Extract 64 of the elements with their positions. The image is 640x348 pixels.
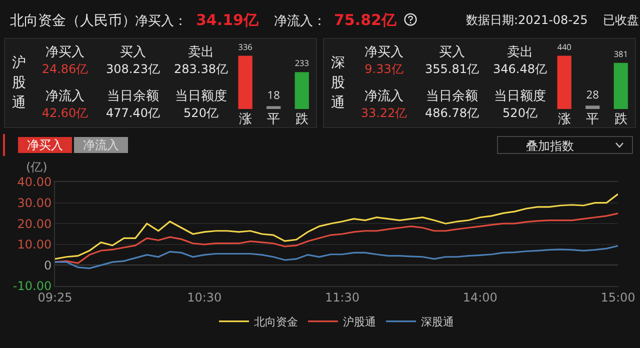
y-tick-label: 10.00 bbox=[17, 238, 52, 252]
text: 净买入 bbox=[364, 45, 404, 60]
text: 净流入 bbox=[364, 89, 404, 104]
data-label: 336 bbox=[238, 42, 253, 53]
text: 买入 bbox=[119, 44, 147, 61]
text: 477.40亿 bbox=[105, 105, 161, 122]
y-tick-label: 20.00 bbox=[17, 216, 52, 231]
legend-label: 深股通 bbox=[421, 316, 454, 329]
line-series bbox=[55, 245, 618, 270]
text: 当日额度 bbox=[494, 89, 546, 104]
data-label: 233 bbox=[294, 58, 310, 70]
text: 486.78亿 bbox=[424, 105, 480, 122]
text: 叠加指数 bbox=[526, 138, 574, 155]
legend-label: 沪股通 bbox=[343, 316, 376, 329]
x-tick-label: 平 bbox=[267, 109, 280, 127]
text: 净流入 bbox=[74, 137, 128, 153]
text: 净买入 bbox=[18, 137, 72, 153]
text: 北向资金（人民币） bbox=[10, 12, 136, 30]
x-tick-label: 11:30 bbox=[324, 290, 360, 304]
text: 净买入 bbox=[46, 45, 84, 60]
text: 已收盘 bbox=[603, 12, 639, 29]
text: 520亿 bbox=[502, 106, 538, 120]
y-tick-label: 0 bbox=[44, 258, 52, 272]
text: 深股通 bbox=[330, 54, 346, 113]
text: 卖出 bbox=[507, 45, 533, 60]
text: 33.22亿 bbox=[360, 106, 408, 120]
data-label: 381 bbox=[614, 48, 628, 60]
text: 75.82亿 bbox=[334, 11, 396, 30]
text: 355.81亿 bbox=[425, 62, 479, 76]
y-tick-label: 30.00 bbox=[17, 196, 52, 210]
line-series bbox=[55, 193, 618, 260]
text: 283.38亿 bbox=[174, 62, 228, 76]
x-tick-label: 涨 bbox=[238, 109, 252, 127]
text: 净买入： bbox=[135, 13, 187, 30]
x-tick-label: 跌 bbox=[295, 109, 308, 127]
legend-label: 北向资金 bbox=[254, 316, 298, 329]
line-series bbox=[55, 212, 618, 264]
x-tick-label: 跌 bbox=[614, 109, 628, 127]
text: 346.48亿 bbox=[493, 62, 547, 76]
text: 34.19亿 bbox=[196, 11, 258, 30]
text: 24.86亿 bbox=[42, 62, 88, 76]
x-tick-label: 平 bbox=[586, 109, 600, 127]
text: 当日额度 bbox=[175, 89, 227, 104]
text: 买入 bbox=[438, 44, 466, 61]
x-tick-label: 14:00 bbox=[462, 290, 498, 304]
text: 308.23亿 bbox=[106, 62, 160, 76]
text: 520亿 bbox=[184, 106, 218, 120]
text: 42.60亿 bbox=[42, 106, 88, 120]
text: 卖出 bbox=[188, 45, 214, 60]
x-tick-label: 涨 bbox=[558, 109, 571, 127]
data-label: 440 bbox=[557, 42, 572, 53]
y-tick-label: 40.00 bbox=[17, 175, 52, 190]
text: 沪股通 bbox=[11, 54, 27, 113]
text: 9.33亿 bbox=[364, 62, 404, 76]
text: 当日余额 bbox=[107, 89, 159, 104]
y-axis-title: (亿) bbox=[26, 160, 48, 174]
data-label: 28 bbox=[586, 88, 599, 103]
data-label: 18 bbox=[267, 88, 280, 104]
text: 净流入 bbox=[46, 89, 84, 104]
x-tick-label: 10:30 bbox=[187, 290, 222, 304]
text: 净流入： bbox=[274, 13, 326, 30]
text: 当日余额 bbox=[426, 89, 478, 104]
text: 数据日期:2021-08-25 bbox=[466, 12, 588, 29]
x-tick-label: 15:00 bbox=[600, 290, 636, 304]
